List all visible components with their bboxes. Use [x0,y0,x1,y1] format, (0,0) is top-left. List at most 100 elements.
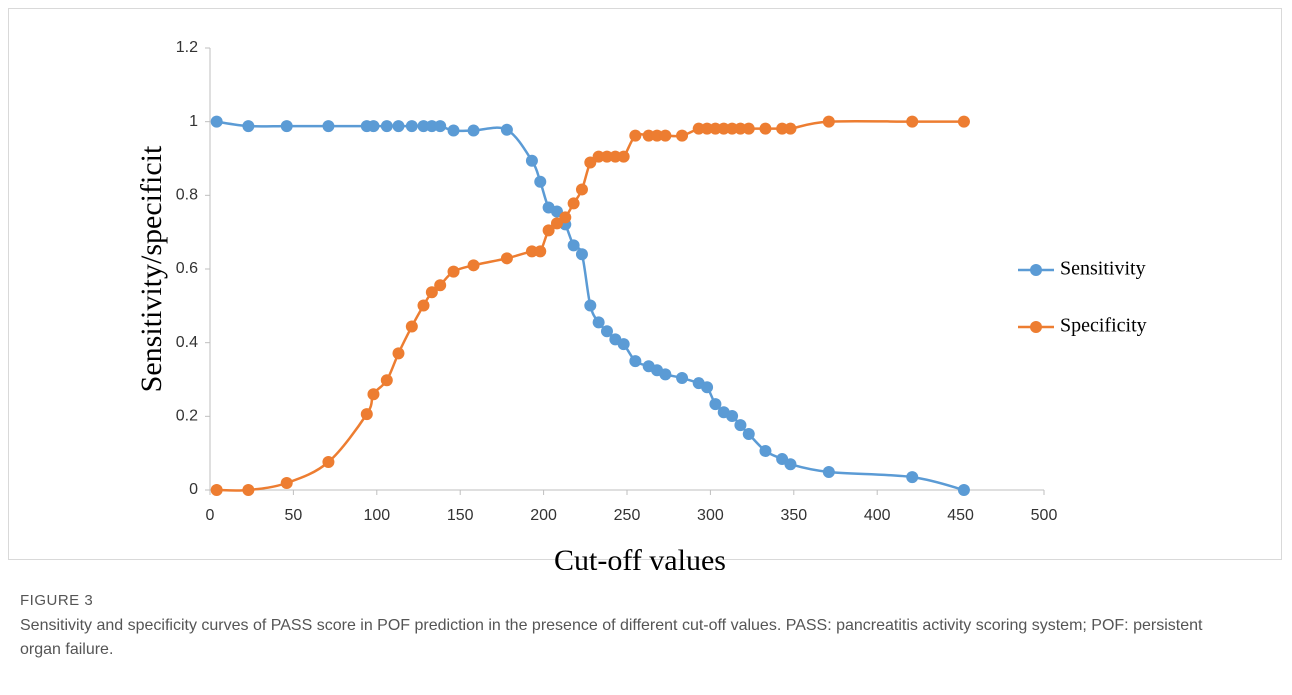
data-point [360,408,373,421]
data-point [784,122,797,135]
x-tick-label: 100 [363,507,390,524]
legend-marker [1030,321,1042,333]
data-point [525,154,538,167]
data-point [434,279,447,292]
data-point [617,338,630,351]
data-point [380,120,393,133]
data-point [584,299,597,312]
data-point [759,122,772,135]
data-point [709,398,722,411]
legend-label: Sensitivity [1060,258,1146,280]
data-point [584,156,597,169]
data-point [957,484,970,496]
data-point [550,205,563,218]
data-point [759,444,772,457]
legend-marker [1030,264,1042,276]
x-tick-label: 300 [697,507,724,524]
data-point [242,484,255,496]
y-tick-label: 0.4 [176,334,198,351]
data-point [701,381,714,394]
data-point [717,122,730,135]
y-axis-title: Sensitivity/specificit [135,145,168,392]
data-point [742,122,755,135]
y-tick-label: 0.6 [176,260,198,277]
data-point [592,150,605,163]
data-point [659,368,672,381]
data-point [784,458,797,471]
data-point [822,465,835,478]
data-point [592,316,605,329]
data-point [550,217,563,230]
data-point [600,150,613,163]
data-point [629,355,642,368]
data-point [405,320,418,333]
data-point [242,120,255,133]
data-point [575,248,588,261]
data-point [380,374,393,387]
data-point [629,129,642,142]
data-point [692,122,705,135]
figure-label: FIGURE 3 [20,592,94,609]
y-tick-label: 1.2 [176,39,198,56]
data-point [447,124,460,137]
data-point [447,265,460,278]
data-point [425,120,438,133]
data-point [567,197,580,210]
figure-frame [8,8,1282,560]
y-tick-label: 0 [189,481,198,498]
data-point [734,122,747,135]
data-point [367,388,380,401]
data-point [651,129,664,142]
data-point [642,129,655,142]
chart: Cut-off values Sensitivity/specificit 00… [135,39,1147,570]
data-point [500,123,513,136]
data-point [392,120,405,133]
data-point [734,419,747,432]
data-point [210,115,223,128]
data-point [534,175,547,188]
x-tick-label: 350 [780,507,807,524]
data-point [676,129,689,142]
data-point [742,428,755,441]
y-tick-label: 1 [189,113,198,130]
data-point [600,325,613,338]
data-point [559,211,572,224]
x-tick-label: 500 [1031,507,1058,524]
data-point [534,245,547,258]
data-point [709,122,722,135]
y-tick-label: 0.8 [176,187,198,204]
data-point [567,239,580,252]
x-axis-title: Cut-off values [554,544,726,570]
data-point [575,183,588,196]
x-tick-label: 50 [285,507,303,524]
legend-label: Specificity [1060,315,1147,337]
data-point [822,115,835,128]
data-point [417,299,430,312]
data-point [957,115,970,128]
data-point [776,122,789,135]
data-point [322,456,335,469]
x-tick-label: 400 [864,507,891,524]
data-point [322,120,335,133]
y-tick-label: 0.2 [176,408,198,425]
data-point [405,120,418,133]
x-tick-label: 200 [530,507,557,524]
data-point [417,120,430,133]
data-point [726,409,739,422]
data-point [659,129,672,142]
data-point [500,252,513,265]
data-point [425,286,438,299]
x-tick-label: 150 [447,507,474,524]
data-point [467,259,480,272]
data-point [542,224,555,237]
data-point [367,120,380,133]
data-point [701,122,714,135]
x-tick-label: 0 [206,507,215,524]
data-point [906,471,919,484]
data-point [280,477,293,490]
x-tick-label: 250 [614,507,641,524]
data-point [726,122,739,135]
x-tick-label: 450 [947,507,974,524]
data-point [906,115,919,128]
